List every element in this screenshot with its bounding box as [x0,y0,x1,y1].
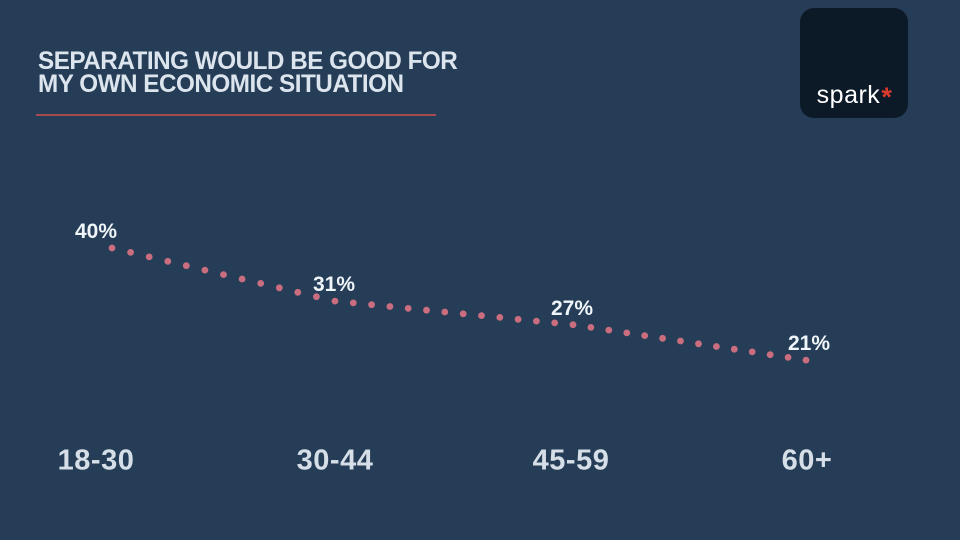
data-dot [108,244,116,252]
data-dot [220,271,227,278]
data-dot [569,321,577,329]
chart-title: SEPARATING WOULD BE GOOD FOR MY OWN ECON… [38,47,458,98]
data-dot [127,249,134,256]
data-dot [766,351,774,359]
data-dot [459,310,467,318]
data-dot [677,337,684,345]
x-axis-label-18-30: 18-30 [57,444,135,477]
data-dot [605,326,613,334]
x-axis-label-60plus: 60+ [781,444,833,477]
data-dot [349,299,357,307]
data-dot [257,280,265,287]
data-dot [386,303,394,310]
x-axis-label-45-59: 45-59 [532,444,610,477]
data-dot [551,319,559,327]
data-dot [145,253,153,261]
point-label-18-30: 40% [74,220,118,243]
data-dot [423,306,430,314]
data-dot [313,293,320,301]
data-dot [441,308,449,316]
spark-wordmark: spark* [816,81,892,111]
data-dot [294,288,302,296]
data-dot [331,297,339,305]
data-dot [404,305,412,312]
spark-asterisk-icon: * [881,82,893,112]
data-dot [368,301,375,309]
data-dot [659,334,666,342]
data-dot [587,324,595,331]
point-label-60plus: 21% [787,332,831,356]
data-dot [641,332,649,339]
data-dot [713,343,720,350]
data-dot [478,312,485,319]
data-dot [784,354,792,361]
data-dot [533,317,540,325]
data-dot [748,348,756,356]
data-dot [238,275,246,283]
spark-logo-text: spark [816,81,881,109]
point-label-30-44: 31% [312,273,356,297]
data-dot [730,345,738,353]
data-dot [695,340,702,348]
data-dot [164,257,172,265]
data-dot [275,284,283,292]
data-dot [623,329,631,337]
data-dot [496,314,504,321]
data-dot [802,356,810,364]
data-dot [182,262,190,270]
title-underline [36,114,436,116]
spark-logo-card: spark* [800,8,908,118]
title-line-1: SEPARATING WOULD BE GOOD FOR [38,47,458,75]
x-axis-label-30-44: 30-44 [296,444,374,477]
data-dot [201,266,209,274]
title-line-2: MY OWN ECONOMIC SITUATION [38,70,404,98]
data-dot [514,315,522,323]
point-label-45-59: 27% [550,296,594,320]
